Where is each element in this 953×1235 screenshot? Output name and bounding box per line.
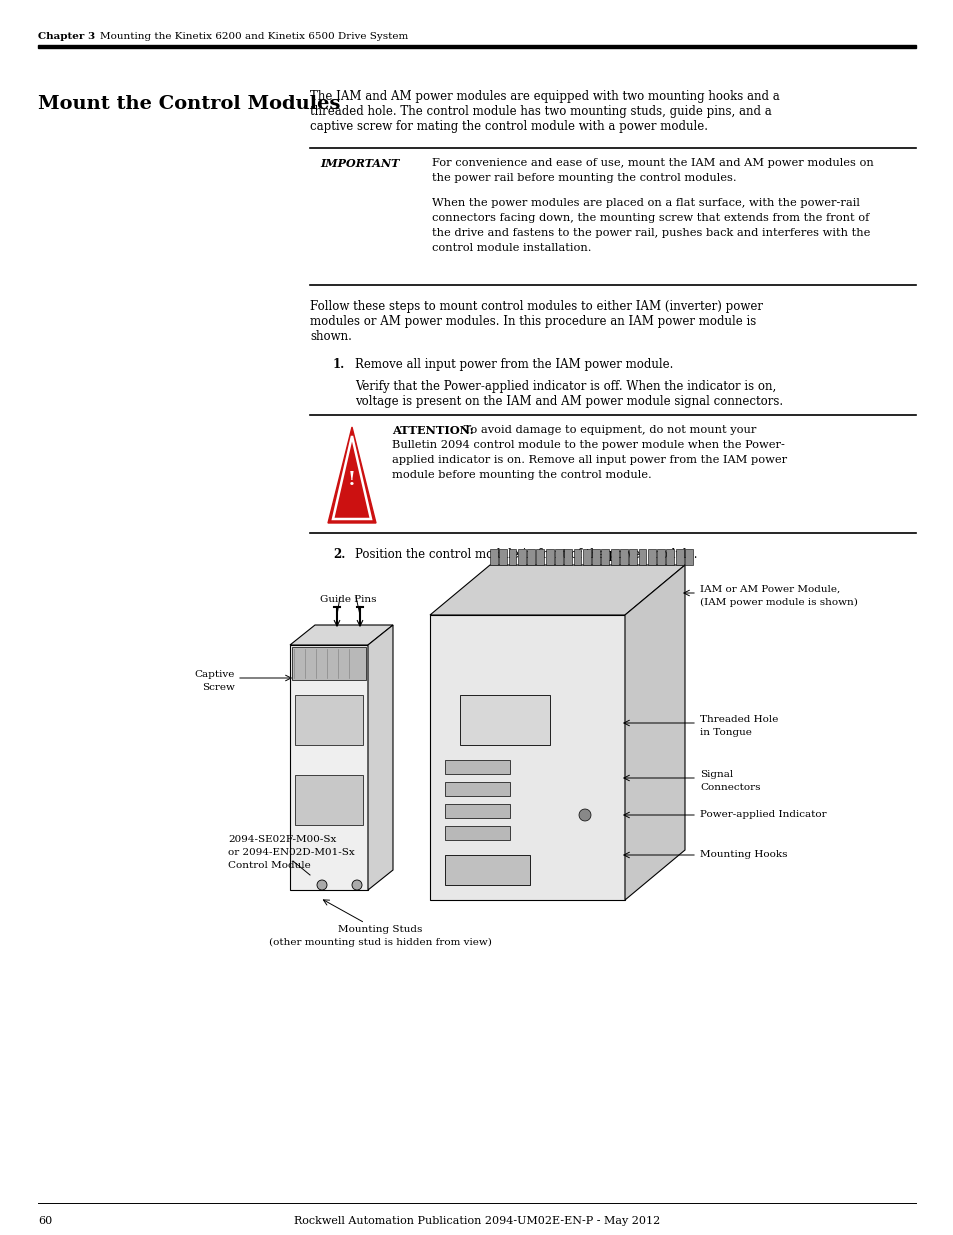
Polygon shape [444, 804, 510, 818]
Polygon shape [498, 550, 507, 564]
Text: or 2094-EN02D-M01-Sx: or 2094-EN02D-M01-Sx [228, 848, 355, 857]
Text: Screw: Screw [202, 683, 234, 692]
Polygon shape [444, 782, 510, 797]
Polygon shape [430, 615, 624, 900]
Text: control module installation.: control module installation. [432, 243, 591, 253]
Polygon shape [675, 550, 683, 564]
Polygon shape [290, 645, 368, 890]
Text: Guide Pins: Guide Pins [319, 595, 375, 604]
Polygon shape [684, 550, 692, 564]
Text: To avoid damage to equipment, do not mount your: To avoid damage to equipment, do not mou… [459, 425, 756, 435]
Polygon shape [444, 826, 510, 840]
Polygon shape [368, 625, 393, 890]
Text: Remove all input power from the IAM power module.: Remove all input power from the IAM powe… [355, 358, 673, 370]
Polygon shape [600, 550, 609, 564]
Polygon shape [536, 550, 544, 564]
Text: ATTENTION:: ATTENTION: [392, 425, 474, 436]
Polygon shape [619, 550, 627, 564]
Text: Power-applied Indicator: Power-applied Indicator [700, 810, 825, 819]
Text: Position the control module in front of the power module.: Position the control module in front of … [355, 548, 697, 561]
Text: connectors facing down, the mounting screw that extends from the front of: connectors facing down, the mounting scr… [432, 212, 868, 224]
Text: Threaded Hole: Threaded Hole [700, 715, 778, 724]
Text: (other mounting stud is hidden from view): (other mounting stud is hidden from view… [269, 939, 491, 947]
Polygon shape [582, 550, 590, 564]
Polygon shape [573, 550, 580, 564]
Text: captive screw for mating the control module with a power module.: captive screw for mating the control mod… [310, 120, 707, 133]
Text: Control Module: Control Module [228, 861, 311, 869]
Polygon shape [459, 695, 550, 745]
Text: 2.: 2. [333, 548, 345, 561]
Text: !: ! [348, 471, 355, 489]
Polygon shape [555, 550, 562, 564]
Polygon shape [545, 550, 553, 564]
Circle shape [578, 809, 590, 821]
Text: Verify that the Power-applied indicator is off. When the indicator is on,: Verify that the Power-applied indicator … [355, 380, 776, 393]
Text: The IAM and AM power modules are equipped with two mounting hooks and a: The IAM and AM power modules are equippe… [310, 90, 779, 103]
Polygon shape [430, 564, 684, 615]
Text: the power rail before mounting the control modules.: the power rail before mounting the contr… [432, 173, 736, 183]
Polygon shape [610, 550, 618, 564]
Text: IMPORTANT: IMPORTANT [319, 158, 399, 169]
Text: Mounting Studs: Mounting Studs [337, 925, 422, 934]
Text: the drive and fastens to the power rail, pushes back and interferes with the: the drive and fastens to the power rail,… [432, 228, 869, 238]
Text: voltage is present on the IAM and AM power module signal connectors.: voltage is present on the IAM and AM pow… [355, 395, 782, 408]
Polygon shape [638, 550, 646, 564]
Circle shape [316, 881, 327, 890]
Text: module before mounting the control module.: module before mounting the control modul… [392, 471, 651, 480]
Text: Mounting the Kinetix 6200 and Kinetix 6500 Drive System: Mounting the Kinetix 6200 and Kinetix 65… [100, 32, 408, 41]
Text: Mount the Control Modules: Mount the Control Modules [38, 95, 340, 112]
Bar [38, 44, 915, 48]
Polygon shape [290, 625, 393, 645]
Text: 60: 60 [38, 1216, 52, 1226]
Polygon shape [592, 550, 599, 564]
Text: Connectors: Connectors [700, 783, 760, 792]
Polygon shape [294, 695, 363, 745]
Text: 1.: 1. [333, 358, 345, 370]
Text: Rockwell Automation Publication 2094-UM02E-EN-P - May 2012: Rockwell Automation Publication 2094-UM0… [294, 1216, 659, 1226]
Text: threaded hole. The control module has two mounting studs, guide pins, and a: threaded hole. The control module has tw… [310, 105, 771, 119]
Text: For convenience and ease of use, mount the IAM and AM power modules on: For convenience and ease of use, mount t… [432, 158, 873, 168]
Text: applied indicator is on. Remove all input power from the IAM power: applied indicator is on. Remove all inpu… [392, 454, 786, 466]
Polygon shape [517, 550, 525, 564]
Text: Mounting Hooks: Mounting Hooks [700, 850, 786, 860]
Text: in Tongue: in Tongue [700, 727, 751, 737]
Polygon shape [647, 550, 655, 564]
Polygon shape [508, 550, 516, 564]
Polygon shape [294, 776, 363, 825]
Polygon shape [292, 647, 366, 680]
Text: Chapter 3: Chapter 3 [38, 32, 95, 41]
Text: Captive: Captive [194, 671, 234, 679]
Polygon shape [563, 550, 572, 564]
Text: 2094-SE02F-M00-Sx: 2094-SE02F-M00-Sx [228, 835, 336, 844]
Text: Bulletin 2094 control module to the power module when the Power-: Bulletin 2094 control module to the powe… [392, 440, 784, 450]
Polygon shape [527, 550, 535, 564]
Text: IAM or AM Power Module,: IAM or AM Power Module, [700, 585, 840, 594]
Polygon shape [444, 855, 530, 885]
Polygon shape [328, 427, 375, 522]
Text: Signal: Signal [700, 769, 733, 779]
Polygon shape [624, 564, 684, 900]
Polygon shape [666, 550, 674, 564]
Polygon shape [444, 760, 510, 774]
Polygon shape [657, 550, 664, 564]
Text: shown.: shown. [310, 330, 352, 343]
Polygon shape [629, 550, 637, 564]
Text: modules or AM power modules. In this procedure an IAM power module is: modules or AM power modules. In this pro… [310, 315, 756, 329]
Text: When the power modules are placed on a flat surface, with the power-rail: When the power modules are placed on a f… [432, 198, 859, 207]
Polygon shape [490, 550, 497, 564]
Circle shape [352, 881, 361, 890]
Text: (IAM power module is shown): (IAM power module is shown) [700, 598, 857, 608]
Text: Follow these steps to mount control modules to either IAM (inverter) power: Follow these steps to mount control modu… [310, 300, 762, 312]
